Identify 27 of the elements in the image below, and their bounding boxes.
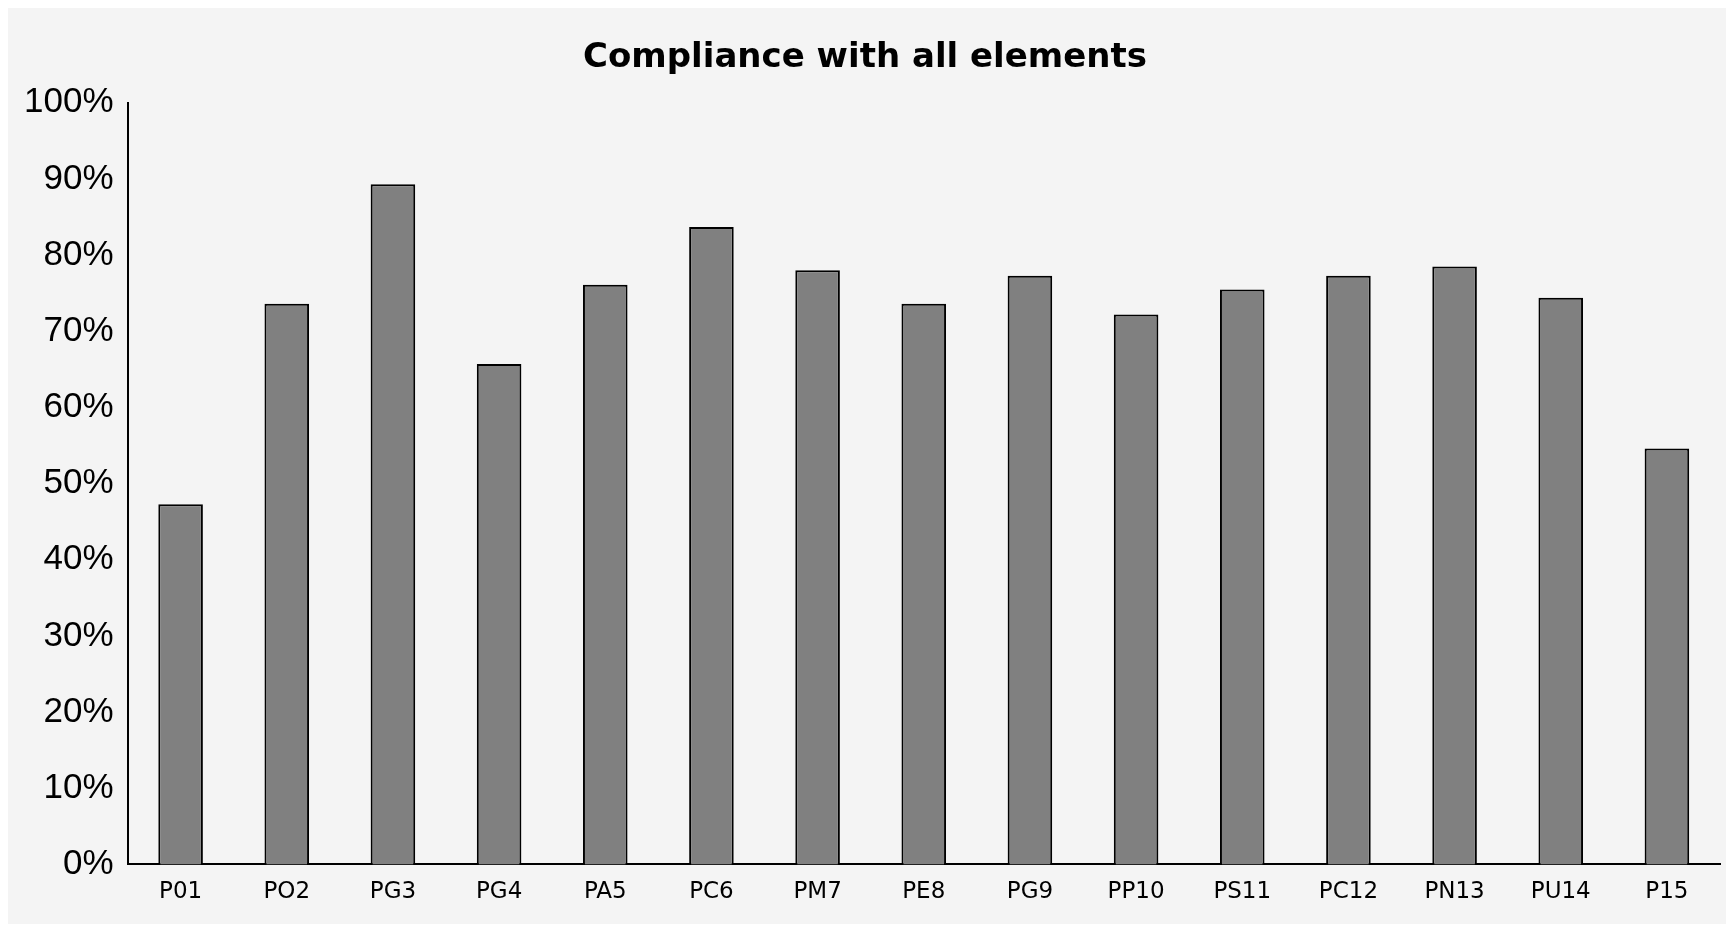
chart-title: Compliance with all elements	[583, 35, 1147, 76]
x-tick-label: PM7	[793, 877, 842, 904]
y-tick-label: 70%	[43, 308, 114, 348]
x-tick-label: PG4	[475, 877, 523, 904]
x-tick-label: PO2	[263, 877, 311, 904]
x-tick-label: P01	[159, 877, 203, 904]
x-tick-label: PA5	[583, 877, 627, 904]
x-tick-label: P15	[1645, 877, 1689, 904]
x-tick-label: PG3	[369, 877, 417, 904]
x-tick-label: PU14	[1530, 877, 1591, 904]
y-tick-label: 90%	[43, 156, 114, 196]
x-tick-label: PC6	[689, 877, 734, 904]
x-tick-label: PP10	[1107, 877, 1165, 904]
y-tick-label: 100%	[23, 80, 114, 120]
y-tick-label: 30%	[43, 613, 114, 653]
y-tick-label: 60%	[43, 385, 114, 425]
y-tick-label: 20%	[43, 689, 114, 729]
x-tick-label: PS11	[1213, 877, 1272, 904]
y-tick-label: 40%	[43, 537, 114, 577]
y-tick-label: 50%	[43, 461, 114, 501]
y-tick-label: 0%	[62, 842, 114, 882]
x-tick-label: PN13	[1424, 877, 1485, 904]
y-tick-label: 80%	[43, 232, 114, 272]
x-tick-label: PE8	[902, 877, 946, 904]
x-tick-label: PG9	[1006, 877, 1054, 904]
x-tick-label: PC12	[1318, 877, 1379, 904]
y-tick-label: 10%	[43, 765, 114, 805]
